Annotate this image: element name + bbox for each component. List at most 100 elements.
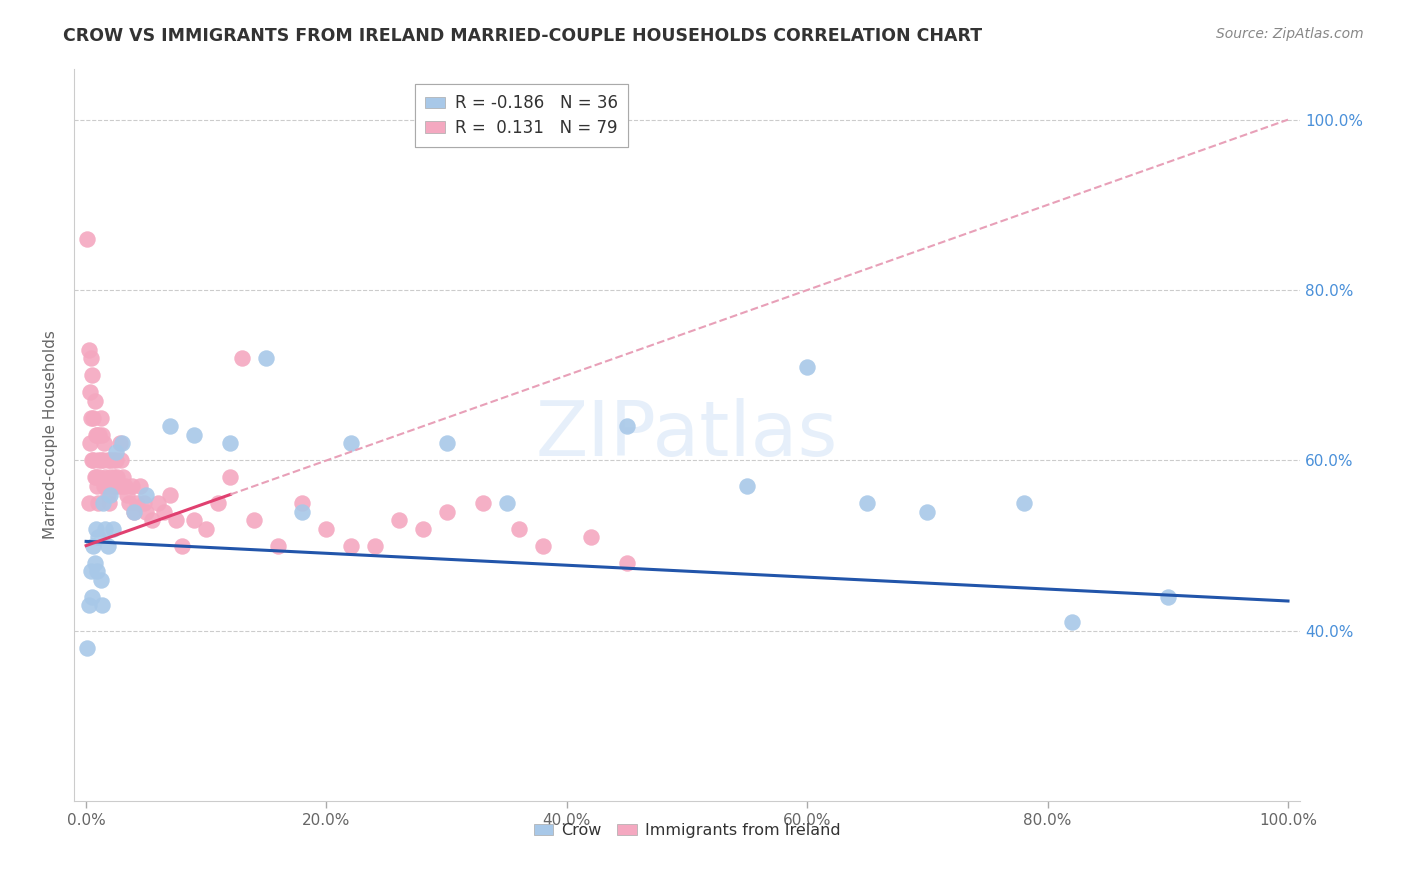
Point <box>388 513 411 527</box>
Point <box>153 504 176 518</box>
Point <box>122 504 145 518</box>
Point <box>141 513 163 527</box>
Point <box>135 504 157 518</box>
Point <box>114 479 136 493</box>
Point <box>129 479 152 493</box>
Point <box>97 496 120 510</box>
Point <box>83 470 105 484</box>
Point <box>82 410 104 425</box>
Point <box>105 470 128 484</box>
Point <box>76 640 98 655</box>
Point <box>83 556 105 570</box>
Point <box>82 539 104 553</box>
Point <box>79 385 101 400</box>
Point <box>1060 615 1083 630</box>
Point <box>80 410 103 425</box>
Point <box>110 453 132 467</box>
Point <box>80 564 103 578</box>
Point <box>436 436 458 450</box>
Point <box>118 496 141 510</box>
Point <box>735 479 758 493</box>
Point <box>471 496 494 510</box>
Point <box>93 479 115 493</box>
Legend: Crow, Immigrants from Ireland: Crow, Immigrants from Ireland <box>527 817 846 845</box>
Point <box>93 436 115 450</box>
Point <box>82 453 104 467</box>
Point <box>112 470 135 484</box>
Point <box>90 428 112 442</box>
Point <box>105 453 128 467</box>
Point <box>111 436 134 450</box>
Point <box>91 453 114 467</box>
Point <box>77 599 100 613</box>
Point <box>80 351 103 366</box>
Point <box>508 522 530 536</box>
Point <box>90 453 112 467</box>
Point <box>98 470 121 484</box>
Point <box>103 470 125 484</box>
Point <box>165 513 187 527</box>
Point <box>495 496 517 510</box>
Point <box>183 513 205 527</box>
Point <box>87 530 110 544</box>
Point <box>105 445 128 459</box>
Point <box>97 539 120 553</box>
Point <box>856 496 879 510</box>
Point <box>96 479 118 493</box>
Point <box>86 479 108 493</box>
Point <box>243 513 266 527</box>
Point <box>1012 496 1035 510</box>
Point <box>76 232 98 246</box>
Point <box>579 530 602 544</box>
Point <box>363 539 385 553</box>
Point <box>917 504 939 518</box>
Point <box>101 522 124 536</box>
Point <box>89 470 111 484</box>
Point <box>219 436 242 450</box>
Point <box>159 487 181 501</box>
Point <box>616 556 638 570</box>
Point <box>132 496 155 510</box>
Text: CROW VS IMMIGRANTS FROM IRELAND MARRIED-COUPLE HOUSEHOLDS CORRELATION CHART: CROW VS IMMIGRANTS FROM IRELAND MARRIED-… <box>63 27 983 45</box>
Point <box>183 428 205 442</box>
Point <box>83 393 105 408</box>
Point <box>122 504 145 518</box>
Point <box>339 539 361 553</box>
Point <box>159 419 181 434</box>
Point <box>101 453 124 467</box>
Point <box>87 453 110 467</box>
Point <box>91 496 114 510</box>
Point <box>796 359 818 374</box>
Point <box>104 479 127 493</box>
Point <box>86 428 108 442</box>
Point <box>90 599 112 613</box>
Y-axis label: Married-couple Households: Married-couple Households <box>44 330 58 540</box>
Point <box>84 522 107 536</box>
Point <box>315 522 337 536</box>
Point <box>90 573 112 587</box>
Point <box>616 419 638 434</box>
Point <box>436 504 458 518</box>
Point <box>1157 590 1180 604</box>
Point <box>90 410 112 425</box>
Point <box>195 522 218 536</box>
Point <box>77 496 100 510</box>
Point <box>254 351 277 366</box>
Point <box>219 470 242 484</box>
Point <box>86 564 108 578</box>
Point <box>98 453 121 467</box>
Point <box>125 496 148 510</box>
Point <box>115 487 138 501</box>
Point <box>98 487 121 501</box>
Point <box>84 470 107 484</box>
Point <box>87 496 110 510</box>
Point <box>148 496 170 510</box>
Point <box>108 436 131 450</box>
Point <box>172 539 194 553</box>
Point <box>94 470 117 484</box>
Point <box>135 487 157 501</box>
Point <box>291 496 314 510</box>
Point <box>412 522 434 536</box>
Point <box>89 428 111 442</box>
Text: Source: ZipAtlas.com: Source: ZipAtlas.com <box>1216 27 1364 41</box>
